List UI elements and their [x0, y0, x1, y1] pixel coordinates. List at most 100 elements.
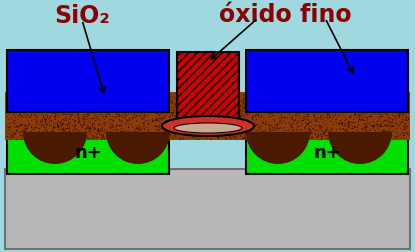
Point: [385, 132, 391, 136]
Point: [105, 117, 112, 121]
Point: [401, 92, 408, 96]
Point: [242, 92, 249, 96]
Point: [71, 96, 78, 100]
Point: [291, 95, 298, 99]
Point: [163, 122, 170, 126]
Point: [273, 130, 280, 134]
Point: [334, 101, 340, 105]
Point: [109, 131, 116, 135]
Point: [143, 108, 149, 112]
Point: [13, 125, 20, 129]
Point: [322, 100, 328, 104]
Point: [188, 121, 194, 125]
Point: [4, 114, 11, 118]
Point: [395, 115, 402, 119]
Point: [254, 128, 260, 132]
Point: [158, 135, 165, 139]
Point: [244, 106, 251, 110]
Point: [303, 122, 309, 127]
Point: [339, 104, 346, 108]
Point: [81, 117, 88, 121]
Point: [127, 102, 134, 106]
Point: [114, 114, 121, 118]
Point: [320, 113, 326, 117]
Point: [315, 116, 322, 120]
Point: [60, 128, 66, 132]
Point: [348, 126, 355, 130]
Point: [27, 109, 34, 113]
Point: [199, 122, 205, 126]
Point: [200, 110, 206, 114]
Point: [177, 93, 184, 97]
Point: [143, 101, 150, 105]
Point: [163, 101, 170, 105]
Point: [352, 115, 359, 119]
Point: [404, 92, 411, 97]
Point: [152, 124, 159, 128]
Point: [342, 115, 349, 119]
Point: [387, 129, 393, 133]
Point: [104, 110, 110, 114]
Point: [346, 103, 353, 107]
Point: [387, 116, 393, 120]
Point: [30, 106, 37, 110]
Point: [119, 110, 126, 114]
Point: [126, 117, 132, 121]
Point: [253, 106, 260, 110]
Point: [222, 136, 228, 140]
Point: [335, 136, 342, 140]
Point: [277, 105, 284, 109]
Point: [300, 103, 307, 107]
Point: [229, 109, 236, 113]
Point: [234, 117, 240, 121]
Point: [14, 123, 20, 128]
Point: [26, 114, 32, 118]
Point: [59, 129, 65, 133]
Point: [318, 124, 325, 128]
Point: [218, 115, 225, 119]
Point: [102, 101, 108, 105]
Point: [57, 127, 64, 131]
Point: [169, 101, 176, 105]
Point: [95, 128, 101, 132]
Point: [143, 135, 149, 139]
Point: [32, 125, 39, 129]
Point: [160, 104, 167, 108]
Point: [296, 120, 303, 124]
Point: [166, 114, 173, 118]
Point: [378, 124, 384, 128]
Point: [239, 127, 245, 131]
Point: [105, 112, 112, 116]
Point: [52, 108, 59, 112]
Point: [292, 117, 298, 121]
Point: [8, 116, 15, 120]
Point: [295, 130, 302, 134]
Point: [158, 116, 165, 120]
Point: [303, 101, 310, 105]
Point: [69, 110, 76, 114]
Point: [187, 126, 194, 130]
Point: [327, 106, 334, 110]
Point: [283, 103, 290, 107]
Point: [348, 124, 355, 128]
Point: [133, 119, 139, 123]
Point: [323, 108, 330, 112]
Point: [60, 117, 66, 121]
Point: [75, 112, 81, 116]
Point: [260, 99, 267, 103]
Point: [200, 124, 207, 129]
Point: [317, 107, 324, 111]
Point: [249, 98, 256, 102]
Point: [300, 130, 307, 134]
Point: [191, 110, 198, 114]
Point: [207, 95, 214, 99]
Point: [123, 133, 129, 137]
Point: [145, 121, 151, 125]
Point: [384, 123, 391, 127]
Point: [266, 115, 272, 119]
Point: [79, 123, 86, 128]
Point: [65, 129, 72, 133]
Point: [26, 101, 32, 105]
Point: [387, 106, 393, 110]
Point: [375, 111, 381, 115]
